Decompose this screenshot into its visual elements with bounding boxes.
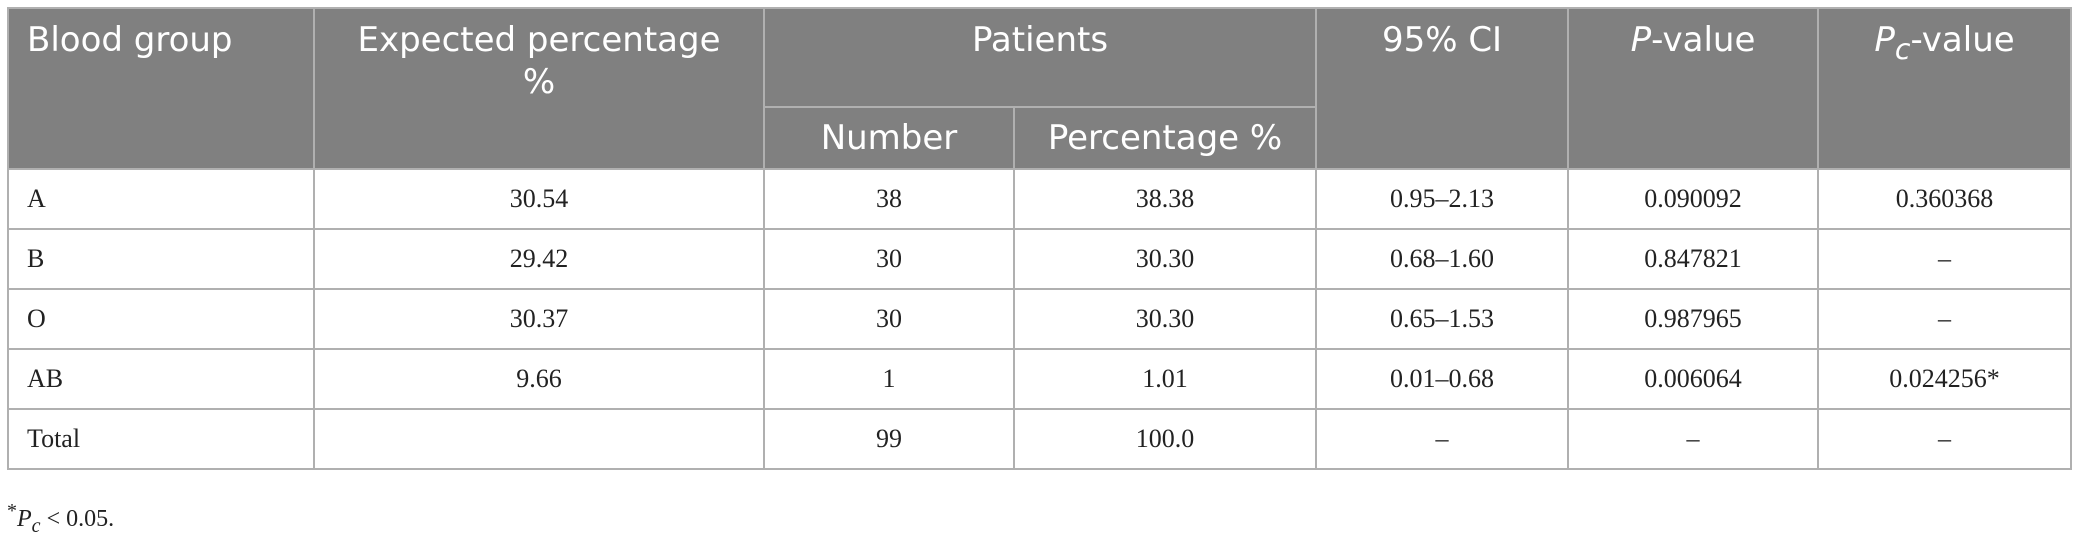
table-cell: – xyxy=(1817,228,2073,290)
table-cell: 9.66 xyxy=(313,348,765,410)
table-cell: 0.95–2.13 xyxy=(1315,168,1570,230)
table-cell: 1.01 xyxy=(1012,348,1318,410)
header-cell: Pc-value xyxy=(1817,7,2073,170)
footnote-italic: P xyxy=(17,506,32,532)
table-cell: – xyxy=(1315,408,1570,470)
table-cell: 38 xyxy=(763,168,1015,230)
header-cell: Number xyxy=(763,106,1015,170)
table-cell: – xyxy=(1817,408,2073,470)
table-cell: 30.37 xyxy=(313,288,765,350)
table-cell: 0.006064 xyxy=(1567,348,1820,410)
table-cell: – xyxy=(1567,408,1820,470)
header-text: -value xyxy=(1651,20,1756,60)
table-cell: 30 xyxy=(763,288,1015,350)
table-row: Total 99 100.0– – – xyxy=(7,408,2073,470)
header-cell: 95% CI xyxy=(1315,7,1570,170)
table-row: O 30.37 30 30.30 0.65–1.53 0.987965– xyxy=(7,288,2073,350)
table-cell: 30.54 xyxy=(313,168,765,230)
header-cell: Patients xyxy=(762,7,1318,108)
header-italic: P xyxy=(1630,20,1652,60)
table-cell: 1 xyxy=(763,348,1015,410)
header-cell: Percentage % xyxy=(1012,106,1318,170)
table-row: B 29.42 30 30.30 0.68–1.60 0.847821– xyxy=(7,228,2073,290)
table-cell: 0.65–1.53 xyxy=(1315,288,1570,350)
footnote: *Pc < 0.05. xyxy=(7,500,114,538)
header-cell: Expected percentage % xyxy=(313,7,765,170)
header-italic: P xyxy=(1874,20,1895,60)
table-cell: 30 xyxy=(763,228,1015,290)
header-text: Expected percentage % xyxy=(357,20,721,102)
table-cell: 99 xyxy=(763,408,1015,470)
table-cell: 30.30 xyxy=(1012,228,1318,290)
table-cell: AB xyxy=(7,348,315,410)
table-cell: 0.01–0.68 xyxy=(1315,348,1570,410)
data-table: Blood group Expected percentage % Patien… xyxy=(7,7,2073,470)
table-cell: – xyxy=(1817,288,2073,350)
table-body: A 30.54 38 38.38 0.95–2.13 0.090092 0.360368 B 2… xyxy=(7,168,2073,470)
table-cell: 0.090092 xyxy=(1567,168,1820,230)
table-cell: 29.42 xyxy=(313,228,765,290)
table-cell: B xyxy=(7,228,315,290)
footnote-sub: c xyxy=(31,514,41,537)
table-row: AB 9.66 1 1.01 0.01–0.68 0.006064 0.024256* xyxy=(7,348,2073,410)
table-cell: 0.360368 xyxy=(1817,168,2073,230)
table-cell: 0.68–1.60 xyxy=(1315,228,1570,290)
footnote-mark: * xyxy=(7,500,17,522)
table-cell xyxy=(313,408,765,470)
header-sub: c xyxy=(1894,32,1911,66)
header-cell: P-value xyxy=(1567,7,1820,170)
table-cell: 0.024256* xyxy=(1817,348,2073,410)
table-cell: 38.38 xyxy=(1012,168,1318,230)
table-cell: O xyxy=(7,288,315,350)
table-cell: 30.30 xyxy=(1012,288,1318,350)
table-cell: 0.847821 xyxy=(1567,228,1820,290)
header-text: -value xyxy=(1910,20,2015,60)
table-row: A 30.54 38 38.38 0.95–2.13 0.090092 0.360368 xyxy=(7,168,2073,230)
table-cell: Total xyxy=(7,408,315,470)
header-cell: Blood group xyxy=(7,7,315,170)
footnote-text: < 0.05. xyxy=(40,506,115,532)
table-cell: A xyxy=(7,168,315,230)
table-cell: 100.0 xyxy=(1012,408,1318,470)
table-cell: 0.987965 xyxy=(1567,288,1820,350)
